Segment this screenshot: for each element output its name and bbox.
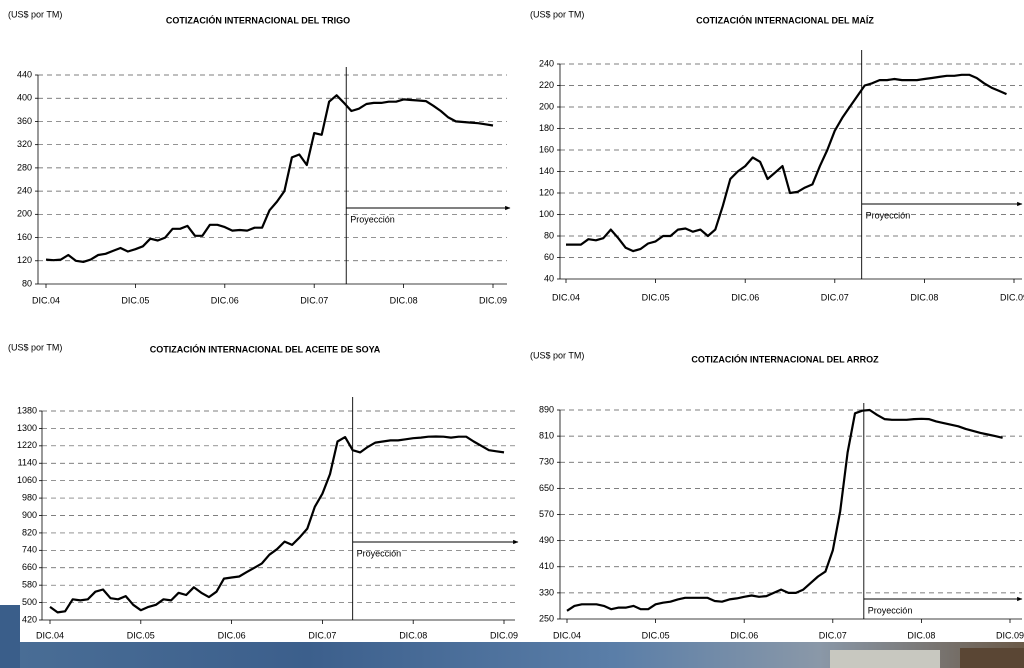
y-tick-label: 80 xyxy=(22,278,32,288)
y-tick-label: 820 xyxy=(22,527,37,537)
y-axis-label: (US$ por TM) xyxy=(530,350,584,360)
chart-title: COTIZACIÓN INTERNACIONAL DEL TRIGO xyxy=(166,14,350,25)
y-tick-label: 650 xyxy=(539,483,554,493)
x-tick-label: DIC.06 xyxy=(211,295,239,305)
x-tick-label: DIC.09 xyxy=(490,630,518,640)
y-tick-label: 500 xyxy=(22,597,37,607)
data-line xyxy=(49,435,505,614)
data-line xyxy=(566,73,1007,253)
x-tick-label: DIC.06 xyxy=(730,630,758,640)
y-tick-label: 890 xyxy=(539,404,554,414)
x-tick-label: DIC.04 xyxy=(552,292,580,302)
x-tick-label: DIC.05 xyxy=(642,292,670,302)
y-tick-label: 250 xyxy=(539,613,554,623)
y-axis-label: (US$ por TM) xyxy=(530,9,584,19)
y-tick-label: 280 xyxy=(17,162,32,172)
annotation: Proyección xyxy=(350,214,395,224)
y-tick-label: 140 xyxy=(539,166,554,176)
x-tick-label: DIC.09 xyxy=(479,295,507,305)
y-tick-label: 220 xyxy=(539,80,554,90)
x-tick-label: DIC.09 xyxy=(1000,292,1024,302)
y-tick-label: 160 xyxy=(539,144,554,154)
x-tick-label: DIC.04 xyxy=(553,630,581,640)
annotation: Proyección xyxy=(357,548,402,558)
y-tick-label: 120 xyxy=(17,255,32,265)
y-tick-label: 580 xyxy=(22,580,37,590)
y-tick-label: 420 xyxy=(22,614,37,624)
x-tick-label: DIC.05 xyxy=(127,630,155,640)
y-tick-label: 1380 xyxy=(17,405,37,415)
x-tick-label: DIC.05 xyxy=(121,295,149,305)
y-tick-label: 360 xyxy=(17,116,32,126)
y-tick-label: 660 xyxy=(22,562,37,572)
y-tick-label: 1060 xyxy=(17,475,37,485)
chart-title: COTIZACIÓN INTERNACIONAL DEL ARROZ xyxy=(691,353,879,364)
y-tick-label: 410 xyxy=(539,561,554,571)
x-tick-label: DIC.09 xyxy=(996,630,1024,640)
x-tick-label: DIC.07 xyxy=(819,630,847,640)
chart-title: COTIZACIÓN INTERNACIONAL DEL MAÍZ xyxy=(696,14,874,25)
y-tick-label: 1220 xyxy=(17,440,37,450)
y-tick-label: 900 xyxy=(22,510,37,520)
background-photo xyxy=(830,650,940,668)
y-axis-label: (US$ por TM) xyxy=(8,342,62,352)
y-tick-label: 200 xyxy=(17,209,32,219)
annotation: Proyección xyxy=(868,605,913,615)
x-tick-label: DIC.07 xyxy=(300,295,328,305)
charts: COTIZACIÓN INTERNACIONAL DEL TRIGO (US$ p… xyxy=(8,9,1024,640)
y-tick-label: 240 xyxy=(17,185,32,195)
x-tick-label: DIC.08 xyxy=(910,292,938,302)
annotation: Proyección xyxy=(866,210,911,220)
y-tick-label: 180 xyxy=(539,123,554,133)
y-tick-label: 160 xyxy=(17,232,32,242)
data-line xyxy=(566,408,1003,612)
y-tick-label: 80 xyxy=(544,230,554,240)
x-tick-label: DIC.06 xyxy=(218,630,246,640)
data-line xyxy=(45,94,494,263)
background-photo xyxy=(0,605,20,668)
y-tick-label: 200 xyxy=(539,101,554,111)
y-tick-label: 400 xyxy=(17,93,32,103)
x-tick-label: DIC.07 xyxy=(821,292,849,302)
y-tick-label: 100 xyxy=(539,209,554,219)
y-tick-label: 490 xyxy=(539,535,554,545)
x-tick-label: DIC.04 xyxy=(36,630,64,640)
y-tick-label: 1300 xyxy=(17,423,37,433)
x-tick-label: DIC.07 xyxy=(308,630,336,640)
y-tick-label: 40 xyxy=(544,273,554,283)
y-tick-label: 240 xyxy=(539,58,554,68)
y-tick-label: 730 xyxy=(539,457,554,467)
x-tick-label: DIC.04 xyxy=(32,295,60,305)
chart-title: COTIZACIÓN INTERNACIONAL DEL ACEITE DE S… xyxy=(150,343,381,354)
x-tick-label: DIC.08 xyxy=(399,630,427,640)
x-tick-label: DIC.08 xyxy=(390,295,418,305)
y-tick-label: 1140 xyxy=(18,458,37,468)
x-tick-label: DIC.05 xyxy=(642,630,670,640)
y-tick-label: 120 xyxy=(539,187,554,197)
y-tick-label: 810 xyxy=(539,431,554,441)
y-tick-label: 980 xyxy=(22,492,37,502)
y-tick-label: 320 xyxy=(17,139,32,149)
y-tick-label: 740 xyxy=(22,545,37,555)
background-photo xyxy=(960,648,1024,668)
x-tick-label: DIC.08 xyxy=(907,630,935,640)
y-axis-label: (US$ por TM) xyxy=(8,9,62,19)
y-tick-label: 60 xyxy=(544,252,554,262)
y-tick-label: 330 xyxy=(539,587,554,597)
x-tick-label: DIC.06 xyxy=(731,292,759,302)
y-tick-label: 440 xyxy=(17,69,32,79)
y-tick-label: 570 xyxy=(539,509,554,519)
